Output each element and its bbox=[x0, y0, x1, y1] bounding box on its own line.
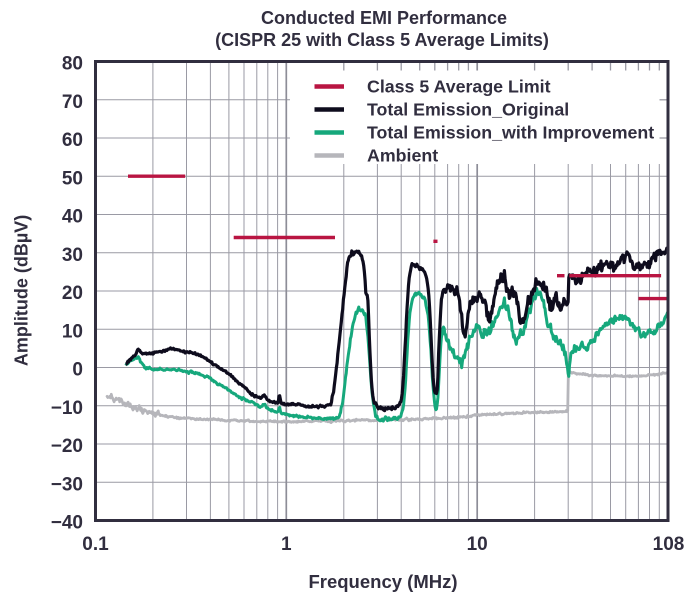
svg-text:10: 10 bbox=[467, 534, 488, 555]
svg-text:Ambient: Ambient bbox=[367, 146, 438, 166]
svg-text:−40: −40 bbox=[51, 513, 83, 534]
svg-text:Conducted EMI Performance: Conducted EMI Performance bbox=[261, 8, 507, 28]
svg-text:10: 10 bbox=[62, 321, 83, 342]
svg-text:Amplitude (dBµV): Amplitude (dBµV) bbox=[12, 215, 32, 366]
svg-text:108: 108 bbox=[653, 534, 685, 555]
svg-text:Class 5 Average Limit: Class 5 Average Limit bbox=[367, 77, 551, 97]
svg-text:(CISPR 25 with Class 5 Average: (CISPR 25 with Class 5 Average Limits) bbox=[215, 30, 549, 50]
svg-text:20: 20 bbox=[62, 283, 83, 304]
svg-text:70: 70 bbox=[62, 92, 83, 113]
svg-text:30: 30 bbox=[62, 245, 83, 266]
svg-text:0: 0 bbox=[72, 360, 83, 381]
svg-text:Total Emission_with Improvemen: Total Emission_with Improvement bbox=[367, 123, 654, 143]
svg-text:Frequency (MHz): Frequency (MHz) bbox=[308, 571, 457, 592]
svg-text:−20: −20 bbox=[51, 436, 83, 457]
svg-text:40: 40 bbox=[62, 207, 83, 228]
svg-text:50: 50 bbox=[62, 168, 83, 189]
svg-text:−10: −10 bbox=[51, 398, 83, 419]
svg-text:0.1: 0.1 bbox=[82, 534, 109, 555]
svg-text:60: 60 bbox=[62, 130, 83, 151]
svg-text:80: 80 bbox=[62, 54, 83, 75]
svg-text:1: 1 bbox=[281, 534, 292, 555]
svg-text:Total Emission_Original: Total Emission_Original bbox=[367, 100, 569, 120]
svg-text:−30: −30 bbox=[51, 474, 83, 495]
